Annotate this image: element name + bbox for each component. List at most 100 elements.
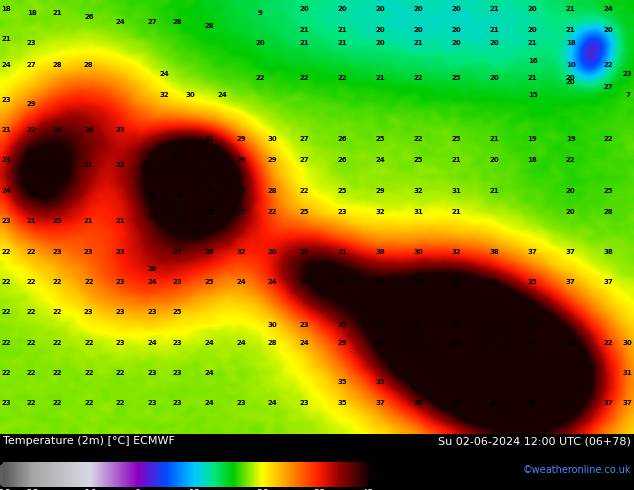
Text: Su 02-06-2024 12:00 UTC (06+78): Su 02-06-2024 12:00 UTC (06+78) [438,437,631,446]
Text: 22: 22 [53,400,61,406]
Text: 38: 38 [604,248,614,254]
Text: 26: 26 [84,14,93,21]
Text: 30: 30 [268,322,278,328]
Text: 24: 24 [217,93,227,98]
Text: 22: 22 [116,400,125,406]
Text: 21: 21 [489,6,500,12]
Text: 25: 25 [173,309,182,315]
Text: 22: 22 [116,162,125,168]
Text: 23: 23 [172,370,183,376]
Text: 23: 23 [337,210,347,216]
Text: -28: -28 [0,489,11,490]
Text: 18: 18 [1,6,11,12]
Text: 48: 48 [361,489,374,490]
Text: 32: 32 [451,248,462,254]
Text: 24: 24 [299,279,309,285]
Text: 40: 40 [451,400,462,406]
Text: 19: 19 [172,149,183,155]
Text: 30: 30 [413,248,424,254]
Text: 35: 35 [489,279,500,285]
Text: 23: 23 [115,279,126,285]
Text: 22: 22 [604,136,613,142]
Text: 32: 32 [172,214,183,220]
Text: 35: 35 [337,400,347,406]
Text: 21: 21 [566,6,576,12]
Text: 24: 24 [299,340,309,345]
Text: 23: 23 [147,370,157,376]
Text: 23: 23 [623,71,633,77]
Text: 21: 21 [1,36,11,42]
Text: 23: 23 [147,400,157,406]
Text: 22: 22 [53,340,61,345]
Text: 24: 24 [268,400,278,406]
Text: 20: 20 [375,6,385,12]
Text: 35: 35 [375,340,385,345]
Text: 37: 37 [413,322,424,328]
Text: 20: 20 [299,6,309,12]
Text: 31: 31 [451,188,462,194]
Text: 23: 23 [115,309,126,315]
Text: 21: 21 [337,248,347,254]
Text: 26: 26 [256,489,268,490]
Text: 22: 22 [27,309,36,315]
Text: 21: 21 [337,40,347,47]
Text: 20: 20 [413,6,424,12]
Text: 37: 37 [375,400,385,406]
Text: 22: 22 [84,400,93,406]
Text: 7: 7 [625,93,630,98]
Text: 30: 30 [268,136,278,142]
Text: 24: 24 [1,62,11,68]
Text: 22: 22 [53,370,61,376]
Text: 24: 24 [337,279,347,285]
Text: -10: -10 [82,489,98,490]
Text: 28: 28 [566,340,576,345]
Text: 31: 31 [623,370,633,376]
Text: 45: 45 [204,188,214,194]
Text: 21: 21 [489,188,500,194]
Text: 20: 20 [375,40,385,47]
Text: 27: 27 [52,162,62,168]
Text: 20: 20 [527,6,538,12]
Text: 23: 23 [1,157,11,164]
Text: 22: 22 [27,127,36,133]
Text: 21: 21 [451,157,462,164]
Text: 20: 20 [451,27,462,33]
Text: Temperature (2m) [°C] ECMWF: Temperature (2m) [°C] ECMWF [3,437,175,446]
Text: 20: 20 [566,188,576,194]
Text: 26: 26 [84,127,93,133]
Text: 20: 20 [451,40,462,47]
Text: 27: 27 [236,210,246,216]
Text: 27: 27 [604,84,614,90]
Text: 23: 23 [172,400,183,406]
Text: 23: 23 [172,279,183,285]
Text: 24: 24 [375,157,385,164]
Text: 24: 24 [604,6,614,12]
Text: 23: 23 [236,400,246,406]
Text: 15: 15 [527,93,538,98]
Text: 25: 25 [452,75,461,81]
Text: 31: 31 [204,136,214,142]
Text: 24: 24 [147,340,157,345]
Text: 28: 28 [204,248,214,254]
Text: 21: 21 [527,40,538,47]
Text: 22: 22 [53,279,61,285]
Text: 27: 27 [299,157,309,164]
Text: 35: 35 [413,279,424,285]
Text: 26: 26 [338,157,347,164]
Text: 21: 21 [52,10,62,16]
Text: 20: 20 [375,27,385,33]
Text: 27: 27 [27,62,37,68]
Text: 22: 22 [338,75,347,81]
Text: 22: 22 [27,279,36,285]
Text: 23: 23 [147,309,157,315]
Text: 38: 38 [375,248,385,254]
Text: 21: 21 [489,136,500,142]
Text: 32: 32 [160,93,170,98]
Text: 30: 30 [185,93,195,98]
Text: 31: 31 [375,322,385,328]
Text: 21: 21 [84,162,94,168]
Text: 28: 28 [172,19,183,25]
Text: 38: 38 [451,340,462,345]
Text: 24: 24 [204,400,214,406]
Text: ©weatheronline.co.uk: ©weatheronline.co.uk [522,466,631,475]
